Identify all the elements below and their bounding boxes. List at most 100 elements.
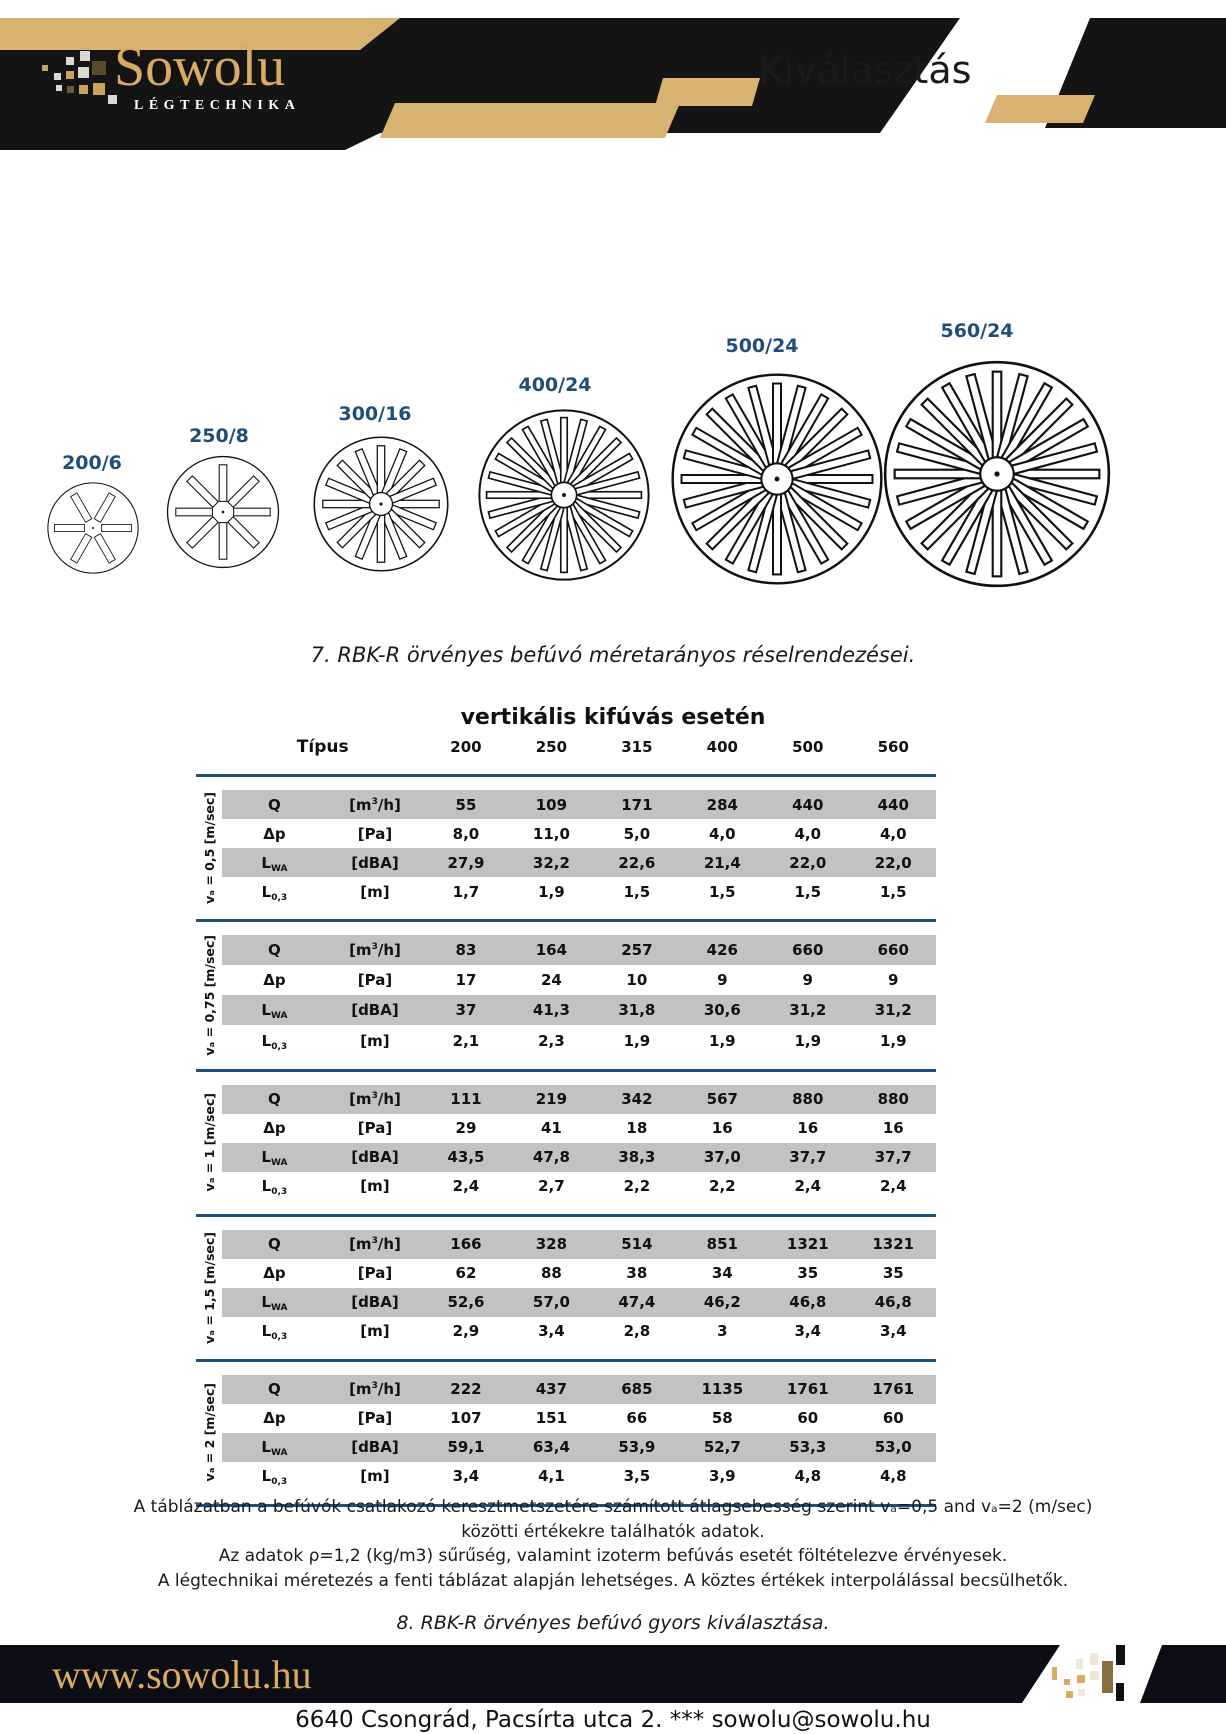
table-cell: 440: [765, 790, 851, 819]
table-cell: 88: [540, 1264, 562, 1283]
row-parameter: Δp: [263, 1119, 286, 1138]
table-row: L0,3 [m] 2,1 2,3 1,9 1,9 1,9 1,9: [196, 1025, 936, 1055]
header-tipus: Típus: [296, 737, 349, 757]
footer-pixel: [1090, 1653, 1098, 1665]
diffuser-graphic-400: [478, 409, 650, 581]
footer-pixel: [1116, 1683, 1124, 1701]
table-cell: 2,2: [709, 1177, 736, 1196]
page-footer: www.sowolu.hu 6640 Csongrád, Pacsírta ut…: [0, 1645, 1226, 1734]
table-cell: 35: [882, 1264, 904, 1283]
table-cell: 9: [888, 971, 899, 990]
table-cell: 111: [423, 1084, 509, 1114]
table-cell: 5,0: [623, 824, 651, 843]
footer-pixel: [1078, 1689, 1085, 1696]
header-gold-band-bottom: [380, 103, 680, 138]
row-unit: [m]: [360, 1322, 390, 1341]
table-title: vertikális kifúvás esetén: [460, 705, 766, 730]
table-cell: 52,7: [679, 1432, 766, 1462]
table-row: Δp [Pa] 29 41 18 16 16 16: [196, 1114, 936, 1143]
page-title: Kiválasztás: [758, 48, 972, 92]
website-url[interactable]: www.sowolu.hu: [52, 1652, 312, 1697]
table-cell: 37,7: [850, 1142, 936, 1172]
table-cell: 60: [797, 1409, 819, 1428]
header-col-400: 400: [706, 738, 738, 756]
table-cell: 9: [717, 971, 728, 990]
table-cell: 59,1: [423, 1432, 509, 1462]
logo-pixel: [66, 71, 74, 79]
table-cell: 41: [540, 1119, 562, 1138]
table-cell: 62: [455, 1264, 477, 1283]
table-row: Δp [Pa] 62 88 38 34 35 35: [196, 1259, 936, 1288]
diffuser-label-3: 400/24: [518, 374, 592, 396]
footer-pixel: [1116, 1645, 1125, 1665]
table-row: L0,3 [m] 1,7 1,9 1,5 1,5 1,5 1,5: [196, 877, 936, 906]
row-unit: [m]: [360, 882, 390, 901]
table-cell: 53,0: [850, 1432, 936, 1462]
logo-pixel: [79, 85, 88, 94]
table-cell: 1135: [679, 1374, 766, 1404]
diffuser-label-4: 500/24: [725, 335, 799, 357]
table-cell: 257: [594, 935, 680, 966]
row-parameter: Δp: [263, 1409, 286, 1428]
separator-line: [196, 1346, 936, 1375]
table-cell: 109: [508, 790, 595, 819]
table-cell: 24: [540, 971, 562, 990]
row-parameter: LWA: [222, 848, 327, 877]
logo-pixel: [54, 73, 61, 80]
row-parameter: L0,3: [261, 1031, 288, 1052]
table-row: vₐ = 0,75 [m/sec] Q [m3/h] 83 164 257 426 660 66…: [196, 935, 936, 1056]
separator-line: [196, 1201, 936, 1230]
row-unit: [Pa]: [357, 1409, 393, 1428]
header-black-strip: [0, 133, 380, 150]
table-cell: 1,5: [623, 882, 651, 901]
table-cell: 3,4: [452, 1467, 480, 1486]
table-cell: 222: [423, 1374, 509, 1404]
table-cell: 4,0: [879, 824, 907, 843]
table-cell: 47,8: [508, 1142, 595, 1172]
table-cell: 426: [679, 935, 766, 966]
velocity-axis-label: vₐ = 1 [m/sec]: [196, 1084, 223, 1201]
table-row: LWA [dBA] 52,6 57,0 47,4 46,2 46,8 46,8: [196, 1287, 936, 1317]
row-unit: [m]: [360, 1177, 390, 1196]
diffuser-graphic-200: [47, 482, 139, 574]
table-row: Δp [Pa] 8,0 11,0 5,0 4,0 4,0 4,0: [196, 819, 936, 848]
logo-pixel: [78, 67, 89, 78]
table-cell: 22,0: [765, 848, 851, 877]
row-unit: [dBA]: [326, 1287, 424, 1317]
table-bottom-line: [196, 1491, 936, 1520]
velocity-axis-label: vₐ = 2 [m/sec]: [196, 1374, 223, 1491]
table-cell: 660: [850, 935, 936, 966]
table-cell: 342: [594, 1084, 680, 1114]
table-cell: 60: [882, 1409, 904, 1428]
separator-line: [196, 761, 936, 790]
table-cell: 31,2: [850, 995, 936, 1026]
row-parameter: L0,3: [261, 1322, 288, 1343]
diffuser-label-5: 560/24: [940, 320, 1014, 342]
note-line-1: A táblázatban a befúvók csatlakozó keres…: [133, 1497, 1093, 1517]
table-cell: 32,2: [508, 848, 595, 877]
table-cell: 514: [594, 1229, 680, 1259]
row-unit: [m3/h]: [326, 1374, 424, 1404]
table-cell: 1,9: [879, 1031, 907, 1050]
row-unit: [dBA]: [326, 848, 424, 877]
table-row: vₐ = 1,5 [m/sec] Q [m3/h] 166 328 514 851 1321 1…: [196, 1229, 936, 1346]
logo-pixel: [93, 83, 105, 95]
table-cell: 2,8: [623, 1322, 651, 1341]
table-cell: 4,8: [794, 1467, 822, 1486]
note-line-2: közötti értékekre találhatók adatok.: [461, 1521, 765, 1542]
table-cell: 880: [765, 1084, 851, 1114]
logo-pixel: [42, 65, 48, 71]
table-cell: 3,4: [794, 1322, 822, 1341]
table-cell: 1,5: [879, 882, 907, 901]
table-cell: 46,8: [850, 1287, 936, 1317]
footer-pixel: [1076, 1659, 1083, 1669]
velocity-axis-label: vₐ = 1,5 [m/sec]: [196, 1229, 223, 1346]
row-parameter: LWA: [222, 1142, 327, 1172]
table-cell: 29: [455, 1119, 477, 1138]
table-cell: 53,9: [594, 1432, 680, 1462]
diffuser-label-0: 200/6: [62, 452, 122, 474]
logo-pixel: [80, 51, 90, 61]
diffuser-label-2: 300/16: [338, 403, 412, 425]
table-cell: 3,9: [709, 1467, 736, 1486]
table-cell: 3,5: [623, 1467, 651, 1486]
